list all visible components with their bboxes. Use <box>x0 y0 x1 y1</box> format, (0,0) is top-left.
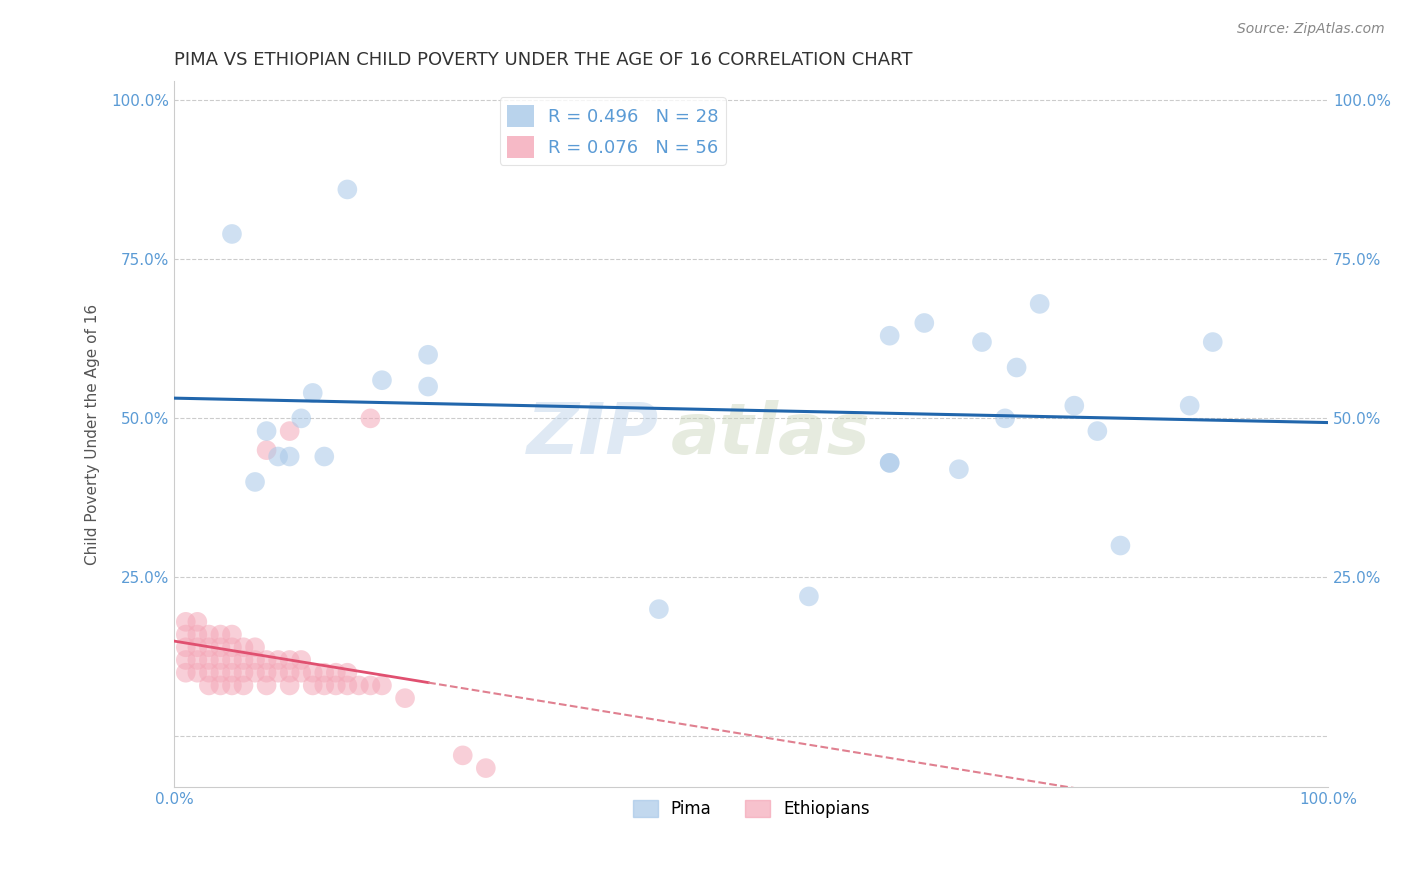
Point <box>186 615 208 629</box>
Point <box>1063 399 1085 413</box>
Point <box>290 653 312 667</box>
Point <box>232 653 254 667</box>
Point <box>416 379 439 393</box>
Text: Source: ZipAtlas.com: Source: ZipAtlas.com <box>1237 22 1385 37</box>
Point <box>278 450 301 464</box>
Point <box>301 665 323 680</box>
Point <box>301 385 323 400</box>
Point <box>451 748 474 763</box>
Point <box>186 640 208 655</box>
Point <box>243 665 266 680</box>
Point <box>475 761 498 775</box>
Point <box>198 665 221 680</box>
Point <box>314 450 336 464</box>
Text: atlas: atlas <box>671 400 870 469</box>
Point <box>1085 424 1108 438</box>
Point <box>879 456 901 470</box>
Point <box>359 411 381 425</box>
Point <box>174 615 197 629</box>
Point <box>278 424 301 438</box>
Point <box>221 227 243 241</box>
Text: ZIP: ZIP <box>527 400 659 469</box>
Point <box>394 691 416 706</box>
Point <box>290 665 312 680</box>
Point <box>648 602 671 616</box>
Point <box>970 334 993 349</box>
Point <box>198 653 221 667</box>
Point <box>243 640 266 655</box>
Point <box>198 627 221 641</box>
Point <box>174 653 197 667</box>
Point <box>267 665 290 680</box>
Point <box>267 450 290 464</box>
Point <box>301 678 323 692</box>
Point <box>256 678 278 692</box>
Point <box>879 456 901 470</box>
Point <box>221 653 243 667</box>
Point <box>209 653 232 667</box>
Point <box>347 678 370 692</box>
Point <box>256 653 278 667</box>
Point <box>371 373 394 387</box>
Point <box>221 627 243 641</box>
Point <box>232 678 254 692</box>
Point <box>1178 399 1201 413</box>
Point <box>256 424 278 438</box>
Point <box>232 665 254 680</box>
Point <box>209 640 232 655</box>
Point <box>221 678 243 692</box>
Point <box>314 678 336 692</box>
Point <box>209 678 232 692</box>
Point <box>186 665 208 680</box>
Legend: Pima, Ethiopians: Pima, Ethiopians <box>626 793 876 825</box>
Point <box>278 678 301 692</box>
Point <box>278 665 301 680</box>
Point <box>209 627 232 641</box>
Point <box>325 678 347 692</box>
Point <box>1109 539 1132 553</box>
Point <box>336 665 359 680</box>
Point <box>416 348 439 362</box>
Point <box>267 653 290 667</box>
Point <box>994 411 1017 425</box>
Point <box>371 678 394 692</box>
Point <box>186 653 208 667</box>
Text: PIMA VS ETHIOPIAN CHILD POVERTY UNDER THE AGE OF 16 CORRELATION CHART: PIMA VS ETHIOPIAN CHILD POVERTY UNDER TH… <box>174 51 912 69</box>
Y-axis label: Child Poverty Under the Age of 16: Child Poverty Under the Age of 16 <box>86 303 100 565</box>
Point <box>221 640 243 655</box>
Point <box>198 678 221 692</box>
Point <box>174 665 197 680</box>
Point <box>198 640 221 655</box>
Point <box>278 653 301 667</box>
Point <box>209 665 232 680</box>
Point <box>1202 334 1225 349</box>
Point <box>186 627 208 641</box>
Point <box>256 443 278 458</box>
Point <box>948 462 970 476</box>
Point <box>336 678 359 692</box>
Point <box>243 653 266 667</box>
Point <box>797 590 820 604</box>
Point <box>256 665 278 680</box>
Point <box>879 328 901 343</box>
Point <box>174 640 197 655</box>
Point <box>232 640 254 655</box>
Point <box>221 665 243 680</box>
Point <box>1005 360 1028 375</box>
Point <box>314 665 336 680</box>
Point <box>912 316 935 330</box>
Point <box>243 475 266 489</box>
Point <box>1028 297 1050 311</box>
Point <box>336 182 359 196</box>
Point <box>359 678 381 692</box>
Point <box>325 665 347 680</box>
Point <box>290 411 312 425</box>
Point <box>174 627 197 641</box>
